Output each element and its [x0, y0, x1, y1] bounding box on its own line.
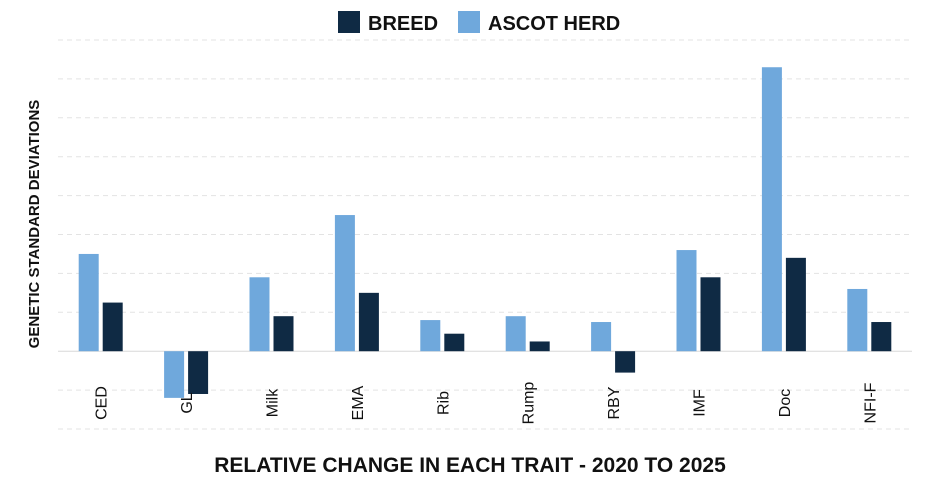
bar-breed-imf: [700, 277, 721, 352]
bar-breed-ema: [358, 292, 379, 352]
bar-breed-doc: [785, 257, 806, 352]
bar-breed-milk: [273, 316, 294, 352]
bar-ascot-herd-rby: [591, 322, 612, 352]
bar-breed-rib: [444, 333, 465, 352]
bar-breed-rump: [529, 341, 550, 352]
bar-breed-gl: [188, 351, 209, 394]
x-tick-labels: CED GL Milk EMA Rib Rump RBY IMF Doc NFI-F: [94, 382, 880, 425]
legend: BREED ASCOT HERD: [338, 11, 620, 35]
x-tick-label: Doc: [777, 389, 794, 417]
x-tick-label: IMF: [692, 389, 709, 417]
bar-breed-rby: [615, 351, 636, 373]
bars: [78, 67, 892, 398]
legend-label-ascot-herd: ASCOT HERD: [488, 13, 620, 35]
x-tick-label: GL: [179, 392, 196, 413]
legend-swatch-breed: [338, 11, 360, 33]
bar-ascot-herd-rib: [420, 320, 441, 352]
y-axis-label: GENETIC STANDARD DEVIATIONS: [26, 100, 43, 349]
x-tick-label: Rump: [521, 382, 538, 425]
x-tick-label: RBY: [606, 386, 623, 419]
legend-label-breed: BREED: [368, 13, 438, 35]
x-tick-label: NFI-F: [862, 382, 879, 423]
x-tick-label: EMA: [350, 385, 367, 420]
bar-ascot-herd-imf: [676, 250, 697, 352]
bar-breed-nfi-f: [871, 322, 892, 352]
bar-ascot-herd-ced: [78, 253, 99, 352]
bar-ascot-herd-ema: [334, 215, 355, 352]
legend-swatch-ascot-herd: [458, 11, 480, 33]
bar-ascot-herd-milk: [249, 277, 270, 352]
bar-ascot-herd-nfi-f: [847, 288, 868, 352]
x-axis-label: RELATIVE CHANGE IN EACH TRAIT - 2020 TO …: [214, 454, 726, 477]
bar-ascot-herd-rump: [505, 316, 526, 352]
x-tick-label: Rib: [435, 391, 452, 415]
x-tick-label: Milk: [265, 388, 282, 417]
bar-breed-ced: [102, 302, 123, 352]
bar-ascot-herd-doc: [761, 67, 782, 352]
x-tick-label: CED: [94, 386, 111, 420]
gridlines: [58, 39, 912, 430]
bar-ascot-herd-gl: [164, 351, 185, 398]
